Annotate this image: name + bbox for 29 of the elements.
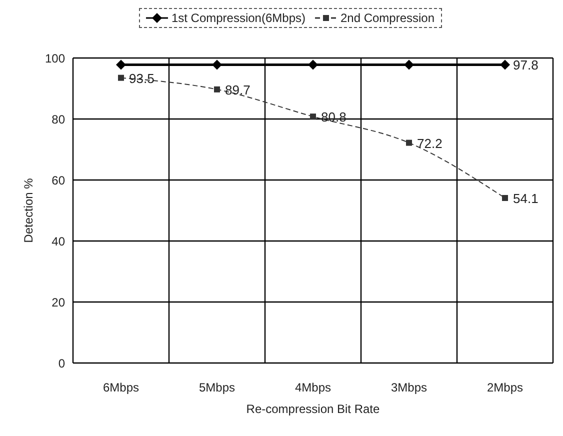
data-label: 72.2 (417, 136, 442, 151)
point (404, 60, 414, 70)
point (214, 86, 220, 92)
point (406, 140, 412, 146)
y-tick-label: 0 (58, 356, 66, 370)
y-tick-label: 100 (44, 51, 66, 66)
point (116, 60, 126, 70)
data-label: 97.8 (513, 58, 538, 73)
y-tick-label: 80 (52, 112, 66, 126)
point (308, 60, 318, 70)
legend-label: 2nd Compression (339, 11, 435, 25)
x-tick-label: 3Mbps (390, 380, 428, 395)
y-axis-title: Detection % (21, 178, 36, 243)
point (500, 60, 510, 70)
point (502, 194, 508, 201)
x-axis-title: Re-compression Bit Rate (246, 402, 380, 416)
y-tick-label: 40 (52, 234, 66, 248)
legend-label: 1st Compression(6Mbps) (170, 11, 306, 25)
data-label: 54.1 (513, 190, 538, 206)
point (310, 114, 316, 120)
y-tick-label: 20 (52, 295, 66, 310)
x-tick-label: 6Mbps (102, 380, 140, 395)
y-tick-label: 60 (52, 173, 66, 188)
data-label: 89.7 (225, 82, 250, 98)
x-tick-label: 4Mbps (294, 380, 332, 395)
point (118, 74, 124, 81)
x-tick-label: 5Mbps (198, 380, 236, 395)
point (212, 60, 222, 70)
x-tick-label: 2Mbps (486, 380, 524, 395)
